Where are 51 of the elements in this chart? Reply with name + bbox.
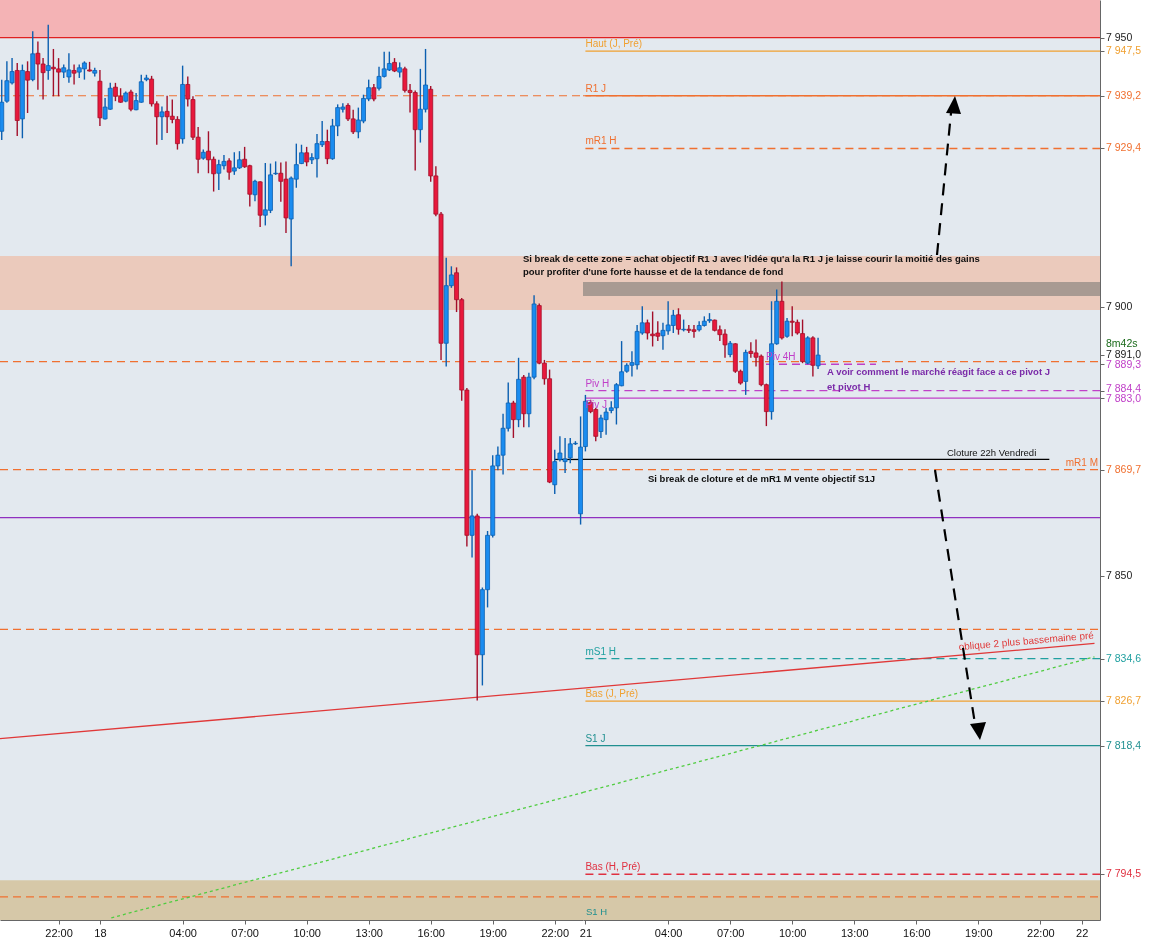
y-tick-label: 7 834,6 <box>1106 651 1142 664</box>
x-tick-label: 22:00 <box>541 926 570 939</box>
x-tick-label: 22 <box>1076 926 1089 939</box>
annotation: et pivot H <box>827 381 871 392</box>
x-tick-label: 21 <box>579 926 593 939</box>
series-label: mS1 H <box>585 645 616 657</box>
ref-line-label: mR1 M <box>1065 456 1098 468</box>
x-tick-label: 13:00 <box>355 926 383 939</box>
annotation: A voir comment le marché réagit face a ce pivot J <box>827 366 1050 377</box>
series-label: mR1 H <box>585 135 617 147</box>
y-tick-label: 7 818,4 <box>1106 738 1142 751</box>
x-tick-label: 10:00 <box>293 926 321 939</box>
y-tick-label: 7 947,5 <box>1106 44 1142 57</box>
text: 8m42s <box>1106 336 1138 349</box>
x-tick-label: 22:00 <box>1027 926 1055 939</box>
x-tick-label: 04:00 <box>654 926 683 939</box>
series-label: Haut (J, Pré) <box>585 38 643 50</box>
x-tick-label: 19:00 <box>479 926 507 939</box>
y-tick-label: 7 883,0 <box>1106 392 1142 405</box>
x-tick-label: 07:00 <box>716 926 745 939</box>
series-label: Bas (J, Pré) <box>585 688 639 700</box>
y-tick-label: 7 850 <box>1106 568 1133 581</box>
x-tick-label: 18 <box>94 926 107 939</box>
series-label: S1 J <box>585 732 606 744</box>
y-tick-label: 7 950 <box>1106 30 1133 43</box>
x-tick-label: 04:00 <box>169 926 197 939</box>
y-tick-label: 7 884,4 <box>1106 382 1142 395</box>
y-tick-label: 7 900 <box>1106 299 1133 312</box>
y-tick-label: 7 939,2 <box>1106 88 1142 101</box>
x-tick-label: 13:00 <box>840 926 869 939</box>
annotation: Cloture 22h Vendredi <box>947 447 1037 458</box>
y-tick-label: 7 826,7 <box>1106 694 1142 707</box>
series-label: R1 J <box>585 82 606 94</box>
annotation: S1 H <box>586 906 608 917</box>
annotation: Si break de cloture et de mR1 M vente objectif S1J <box>648 473 876 484</box>
x-tick-label: 16:00 <box>903 926 931 939</box>
y-tick-label: 7 891,0 <box>1106 347 1142 360</box>
series-label: Piv J <box>585 399 608 411</box>
y-tick-label: 7 929,4 <box>1106 141 1142 154</box>
x-tick-label: 19:00 <box>965 926 993 939</box>
series-label: oblique 2 plus bassemaine pré <box>958 629 1095 653</box>
y-tick-label: 7 869,7 <box>1106 462 1142 475</box>
x-tick-label: 22:00 <box>45 926 73 939</box>
annotation: Si break de cette zone = achat objectif R1 J avec l'idée qu'a la R1 J je laisse courir la moitié des gains <box>523 253 980 264</box>
annotation: pour profiter d'une forte hausse et de la tendance de fond <box>523 266 784 277</box>
series-label: Piv H <box>585 377 610 389</box>
x-tick-label: 16:00 <box>417 926 445 939</box>
x-tick-label: 07:00 <box>231 926 259 939</box>
x-tick-label: 10:00 <box>778 926 807 939</box>
series-label: Bas (H, Pré) <box>585 861 641 873</box>
y-tick-label: 7 794,5 <box>1106 867 1142 880</box>
